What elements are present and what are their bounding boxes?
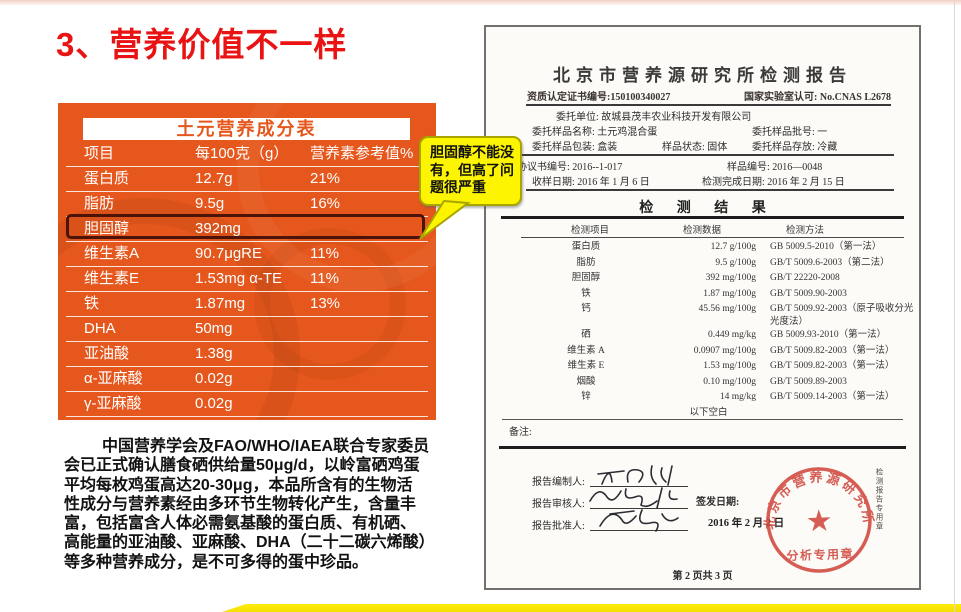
nutrition-table: 项目 每100克（g） 营养素参考值% 蛋白质 12.7g 21% 脂肪 9.5g 16… [66, 142, 428, 417]
result-row: 胆固醇 392 mg/100g GB/T 22220-2008 [571, 273, 840, 283]
report-meta-row: 委托单位: 故城县茂丰农业科技开发有限公司 [556, 112, 752, 123]
slide-title: 3、营养价值不一样 [56, 26, 348, 63]
top-accent-band [0, 0, 961, 6]
results-section-title: 检 测 结 果 [639, 201, 776, 216]
nutrition-table-title: 土元营养成分表 [83, 118, 410, 140]
test-report-document: 北京市营养源研究所检测报告 资质认定证书编号:150100340027 国家实验… [484, 25, 921, 590]
signature-line [590, 508, 688, 509]
table-row: 铁 1.87mg 13% [66, 292, 428, 317]
official-stamp: 北京市营养源研究所 ★ 分析专用章 [761, 467, 877, 573]
report-meta-row: 委托样品名称: 土元鸡混合蛋 委托样品批号: 一 [532, 127, 828, 138]
cert-number: 资质认定证书编号:150100340027 [527, 92, 671, 103]
paragraph-line: 等多种营养成分，是不可多得的蛋中珍品。 [64, 553, 369, 571]
stamp-sub-text: 分析专用章 [786, 546, 854, 563]
results-table: 蛋白质 12.7 g/100g GB 5009.5-2010（第一法） 脂肪 9.5 … [486, 241, 919, 422]
signature-line [590, 530, 688, 531]
page-footer: 第 2 页共 3 页 [672, 571, 733, 582]
result-row: 维生素 A 0.0907 mg/100g GB/T 5009.82-2003（第一法… [567, 345, 895, 356]
nutrition-panel: 土元营养成分表 项目 每100克（g） 营养素参考值% 蛋白质 12.7g 21% … [58, 103, 436, 420]
table-row: 维生素E 1.53mg α-TE 11% [66, 267, 428, 292]
signature-scribble [599, 509, 679, 532]
divider [511, 154, 894, 156]
result-row: 铁 1.87 mg/100g GB/T 5009.90-2003 [581, 288, 847, 299]
divider [502, 419, 903, 420]
divider [499, 446, 906, 449]
report-meta-row: 委托样品包装: 盒装 样品状态: 固体 委托样品存放: 冷藏 [532, 142, 838, 153]
signer-label: 报告批准人: [532, 521, 585, 532]
issue-date-label: 签发日期: [696, 497, 740, 508]
col-header: 每100克（g） [195, 145, 289, 162]
paragraph-line: 富，包括富含人体必需氨基酸的蛋白质、有机硒、 [64, 515, 417, 533]
cholesterol-highlight-box [66, 214, 425, 239]
report-title: 北京市营养源研究所检测报告 [553, 66, 852, 85]
divider [526, 104, 891, 106]
paragraph-line: 平均每枚鸡蛋高达20-30μg，本品所含有的生物活 [64, 476, 413, 494]
callout-tail [419, 200, 471, 240]
lab-accreditation: 国家实验室认可: No.CNAS L2678 [744, 92, 891, 103]
table-row: 蛋白质 12.7g 21% [66, 167, 428, 192]
issue-date-value: 2016 年 2 月 2 日 [708, 518, 785, 529]
signature-scribble [589, 487, 678, 509]
result-row: 脂肪 9.5 g/100g GB/T 5009.6-2003（第二法） [576, 257, 890, 268]
nutrition-table-header: 项目 每100克（g） 营养素参考值% [66, 142, 428, 167]
bottom-accent-bar [210, 604, 961, 612]
paragraph-line: 高能量的亚油酸、亚麻酸、DHA（二十二碳六烯酸） [64, 534, 435, 552]
report-meta-row: 委托协议书编号: 2016--1-017 样品编号: 2016—0048 [497, 162, 823, 173]
col-header: 项目 [84, 145, 115, 162]
divider [526, 189, 894, 191]
result-row: 维生素 E 1.53 mg/100g GB/T 5009.82-2003（第一法） [567, 361, 895, 371]
result-row: 锌 14 mg/kg GB/T 5009.14-2003（第一法） [581, 392, 895, 402]
signer-label: 报告审核人: [532, 499, 585, 510]
cholesterol-callout: 胆固醇不能没有，但高了问题很严重 [419, 136, 522, 240]
paragraph-line: 会已正式确认膳食硒供给量50μg/d，以岭富硒鸡蛋 [64, 457, 420, 475]
table-row: 亚油酸 1.38g [66, 342, 428, 367]
vertical-side-note: 检测报告专用章 [875, 468, 884, 531]
table-row: α-亚麻酸 0.02g [66, 367, 428, 392]
table-row: DHA 50mg [66, 317, 428, 342]
result-row: 蛋白质 12.7 g/100g GB 5009.5-2010（第一法） [571, 242, 882, 252]
result-row: 烟酸 0.10 mg/100g GB/T 5009.89-2003 [576, 376, 847, 387]
signature-scribble [597, 465, 673, 486]
result-row: 硒 0.449 mg/kg GB 5009.93-2010（第一法） [581, 330, 887, 340]
blank-note-row: 以下空白 [689, 407, 728, 418]
right-edge-line [954, 0, 955, 612]
remark-label: 备注: [509, 427, 532, 438]
paragraph-line: 中国营养学会及FAO/WHO/IAEA联合专家委员 [102, 438, 430, 455]
table-row: 维生素A 90.7μgRE 11% [66, 242, 428, 267]
report-meta-row: 收样日期: 2016 年 1 月 6 日检测完成日期: 2016 年 2 月 1… [532, 177, 845, 188]
selenium-paragraph: 中国营养学会及FAO/WHO/IAEA联合专家委员 会已正式确认膳食硒供给量50… [64, 437, 454, 572]
report-cert-row: 资质认定证书编号:150100340027 国家实验室认可: No.CNAS L… [527, 88, 891, 103]
stamp-star-icon: ★ [805, 505, 833, 539]
result-row: 钙 45.56 mg/100g GB/T 5009.92-2003（原子吸收分光光度… [581, 304, 914, 327]
table-row: γ-亚麻酸 0.02g [66, 392, 428, 417]
signer-label: 报告编制人: [532, 477, 585, 488]
col-header: 营养素参考值% [310, 145, 414, 162]
callout-text: 胆固醇不能没有，但高了问题很严重 [430, 144, 514, 195]
paragraph-line: 性成分与营养素经由多环节生物转化产生，含量丰 [64, 495, 417, 513]
divider [501, 216, 904, 219]
table-row-cholesterol: 胆固醇 392mg [66, 217, 428, 242]
divider [521, 237, 904, 238]
signature-line [590, 486, 688, 487]
